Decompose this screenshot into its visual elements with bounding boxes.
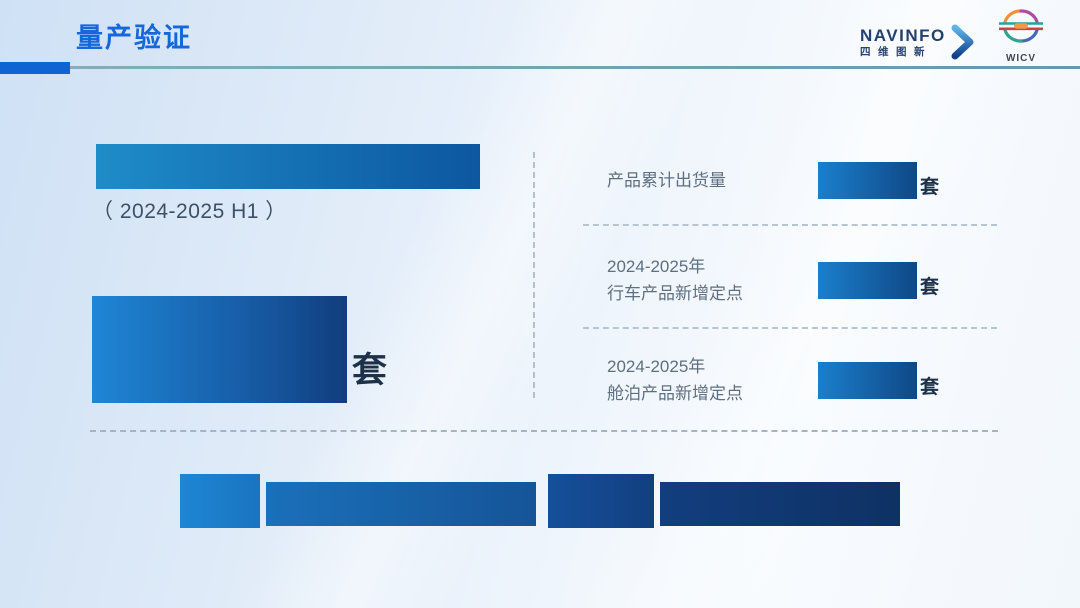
stat-row-value: 415万 套 xyxy=(818,261,939,299)
footer-stat1-value: 20+ xyxy=(180,474,260,529)
row-separator xyxy=(583,327,997,329)
navinfo-chinese-name: 四维图新 xyxy=(860,45,932,58)
stat-row-value: 170万 套 xyxy=(818,361,939,399)
vertical-divider xyxy=(533,152,535,398)
footer-stat2-value: 100+ xyxy=(547,474,654,529)
stat-row-parking: 2024-2025年 舱泊产品新增定点 170万 套 xyxy=(607,348,939,412)
left-panel-subtitle: （ 2024-2025 H1 ） xyxy=(92,200,287,223)
total-stat-unit: 套 xyxy=(351,351,387,390)
stat-row-label: 2024-2025年 行车产品新增定点 xyxy=(607,257,743,303)
stat-row-shipments: 产品累计出货量 130万 套 xyxy=(607,150,939,210)
footer-summary: 20+ 主流车企定点业务， 100+ 交付中的定点车型 xyxy=(0,474,1080,529)
wicv-logo: WICV xyxy=(993,7,1049,64)
title-accent-bar xyxy=(0,62,70,74)
stat-row-label: 2024-2025年 舱泊产品新增定点 xyxy=(607,357,743,403)
left-panel-title: 累计驾驶辅助方案新增定点 xyxy=(96,144,480,189)
stat-row-label: 产品累计出货量 xyxy=(607,170,726,190)
stat-row-value: 130万 套 xyxy=(818,161,939,199)
total-stat: 585万 套 xyxy=(92,296,387,403)
navinfo-logo: NAVINFO 四维图新 xyxy=(860,24,975,60)
wicv-logo-icon xyxy=(999,9,1043,43)
wicv-logo-label: WICV xyxy=(1005,53,1037,64)
stat-row-driving: 2024-2025年 行车产品新增定点 415万 套 xyxy=(607,248,939,312)
bottom-divider xyxy=(90,430,998,432)
footer-stat1-label: 主流车企定点业务， xyxy=(265,482,536,526)
header-rule xyxy=(70,66,1080,69)
page-title: 量产验证 xyxy=(76,23,192,53)
navinfo-wordmark: NAVINFO xyxy=(860,25,946,45)
row-separator xyxy=(583,224,997,226)
total-stat-value: 585万 xyxy=(92,296,347,403)
navinfo-logo-text: NAVINFO 四维图新 xyxy=(860,27,946,58)
navinfo-arrow-icon xyxy=(951,24,974,60)
footer-stat2-label: 交付中的定点车型 xyxy=(659,482,900,526)
